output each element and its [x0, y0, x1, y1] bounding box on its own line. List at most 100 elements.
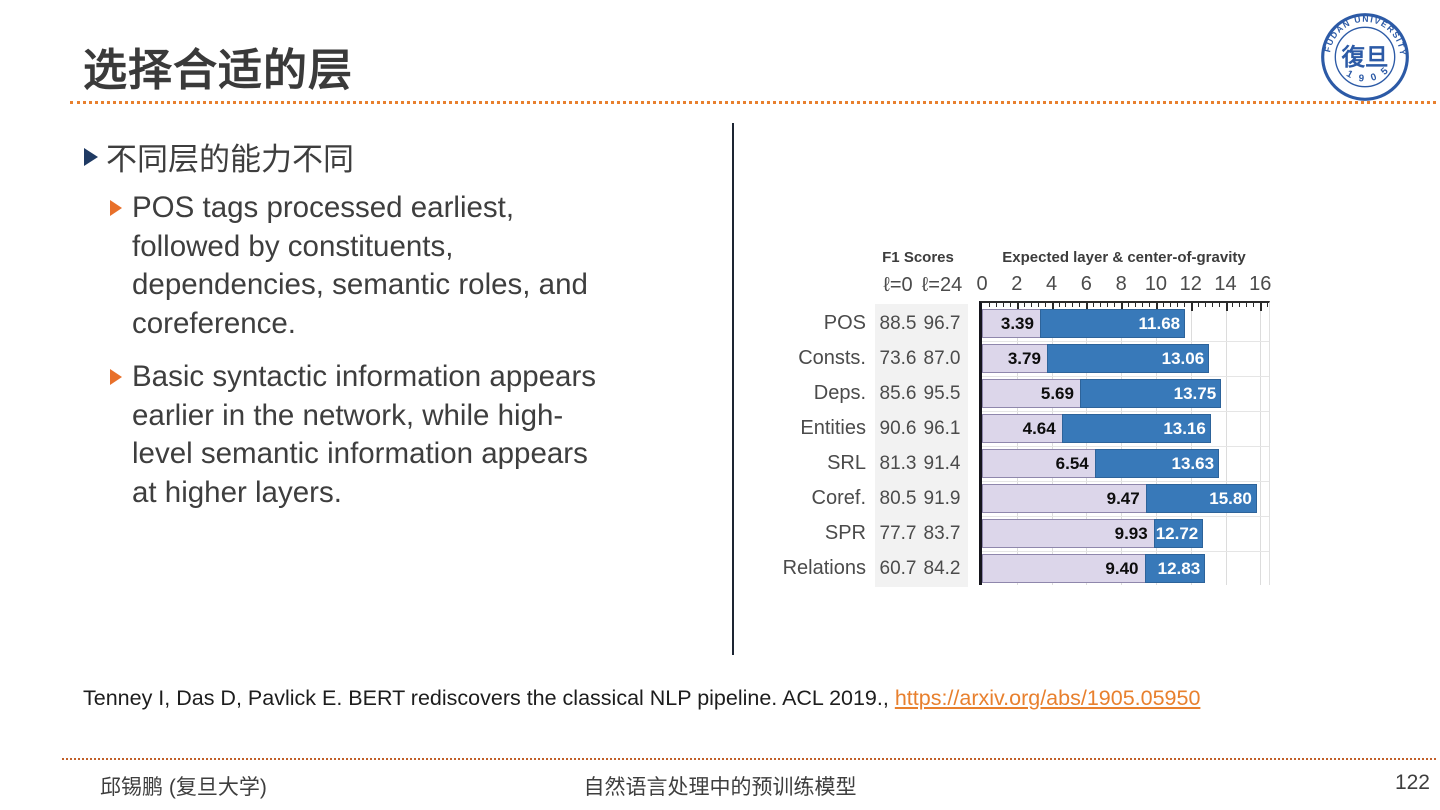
axis-tick [1267, 303, 1269, 307]
axis-tick [1079, 303, 1081, 307]
bullet-line: Basic syntactic information appears [132, 360, 597, 393]
axis-tick [1176, 303, 1178, 307]
level2-bullet-icon [110, 200, 122, 216]
column-header-l0: ℓ=0 [883, 274, 913, 296]
row-label-deps: Deps. [813, 382, 866, 404]
center-of-gravity-bar: 13.63 [1094, 449, 1220, 478]
x-tick-label: 8 [1115, 273, 1127, 295]
f1-score-l24: 83.7 [923, 523, 961, 544]
gridline-vertical [1086, 303, 1088, 585]
footer-course-title: 自然语言处理中的预训练模型 [583, 776, 857, 799]
axis-tick [1253, 303, 1255, 307]
expected-layer-bar: 9.40 [982, 554, 1146, 583]
axis-tick [1190, 303, 1193, 311]
center-of-gravity-bar: 12.83 [1144, 554, 1206, 583]
f1-score-l0: 85.6 [879, 383, 917, 404]
center-of-gravity-value: 13.06 [1161, 349, 1205, 368]
axis-tick [1183, 303, 1185, 307]
axis-tick [995, 303, 997, 307]
axis-tick [1016, 303, 1019, 311]
axis-tick [1065, 303, 1067, 307]
bullet-line: earlier in the network, while high- [132, 398, 564, 432]
f1-score-l0: 90.6 [879, 418, 917, 439]
gridline-vertical [1155, 303, 1157, 585]
bullet-item: POS tags processed earliest, followed by… [132, 189, 588, 343]
expected-layer-bar: 9.47 [982, 484, 1147, 513]
axis-tick [1121, 303, 1124, 311]
axis-tick [1155, 303, 1158, 311]
bert-pipeline-chart: F1 Scores Expected layer & center-of-gra… [778, 243, 1278, 595]
f1-score-l24: 87.0 [923, 348, 961, 369]
row-separator [982, 445, 1269, 447]
bar-plot-area: 3.39 11.68 3.79 13.06 5.69 13.75 4.64 13.16 6.54… [979, 301, 1270, 585]
expected-layer-value: 9.47 [1106, 489, 1140, 508]
row-label-spr: SPR [824, 522, 866, 544]
center-of-gravity-bar: 13.16 [1061, 414, 1211, 443]
row-separator [982, 340, 1269, 342]
fudan-university-logo: FUDAN UNIVERSITY 1 9 0 5 復旦 [1321, 13, 1409, 101]
axis-tick [988, 303, 990, 307]
center-of-gravity-bar: 13.75 [1079, 379, 1222, 408]
bullet-line: followed by constituents, [132, 229, 454, 263]
bullet-line: at higher layers. [132, 475, 342, 509]
axis-tick [1239, 303, 1241, 307]
f1-score-l0: 73.6 [879, 348, 917, 369]
footer-divider [62, 758, 1436, 760]
x-tick-label: 4 [1046, 273, 1058, 295]
axis-tick [1030, 303, 1032, 307]
f1-score-l24: 91.9 [923, 488, 961, 509]
axis-tick [1086, 303, 1089, 311]
row-label-coref: Coref. [811, 487, 866, 509]
x-tick-label: 10 [1144, 273, 1168, 295]
center-of-gravity-value: 11.68 [1138, 314, 1181, 333]
gridline-vertical [1190, 303, 1192, 585]
row-label-srl: SRL [827, 452, 866, 474]
axis-tick [1093, 303, 1095, 307]
citation-text: Tenney I, Das D, Pavlick E. BERT redisco… [83, 686, 895, 710]
axis-tick [1148, 303, 1150, 307]
bullet-item: Basic syntactic information appears earl… [132, 358, 596, 512]
center-of-gravity-value: 13.16 [1163, 419, 1206, 438]
level1-bullet-icon [84, 148, 98, 166]
arxiv-link[interactable]: https://arxiv.org/abs/1905.05950 [894, 686, 1201, 710]
f1-score-l24: 96.1 [923, 418, 961, 439]
expected-layer-value: 6.54 [1055, 454, 1089, 473]
slide-title: 选择合适的层 [83, 46, 353, 95]
bullet-line: POS tags processed earliest, [132, 191, 515, 224]
axis-tick [1051, 303, 1054, 311]
expected-layer-value: 5.69 [1040, 384, 1074, 403]
axis-tick [1225, 303, 1228, 311]
expected-layer-bar: 3.39 [982, 309, 1041, 338]
axis-tick [1218, 303, 1220, 307]
page-number: 122 [1394, 771, 1430, 794]
gridline-vertical [1225, 303, 1227, 585]
row-label-consts: Consts. [798, 347, 866, 369]
expected-layer-bar: 5.69 [982, 379, 1081, 408]
center-of-gravity-value: 13.63 [1171, 454, 1215, 473]
chart-title-f1-scores: F1 Scores [882, 249, 954, 266]
footer-author: 邱锡鹏 (复旦大学) [100, 776, 267, 799]
gridline-vertical [1260, 303, 1262, 585]
axis-tick [1246, 303, 1248, 307]
row-label-pos: POS [823, 312, 866, 334]
axis-tick [1169, 303, 1171, 307]
x-tick-label: 6 [1080, 273, 1092, 295]
center-of-gravity-value: 13.75 [1173, 384, 1217, 403]
axis-tick [1232, 303, 1234, 307]
f1-table-background [875, 304, 968, 587]
f1-score-l0: 60.7 [879, 558, 917, 579]
logo-seal-text: 復旦 [1341, 43, 1389, 70]
f1-score-l0: 77.7 [879, 523, 917, 544]
x-tick-label: 0 [976, 273, 988, 295]
center-of-gravity-value: 12.72 [1155, 524, 1199, 543]
f1-score-l24: 95.5 [923, 383, 961, 404]
f1-score-l0: 81.3 [879, 453, 917, 474]
row-label-entities: Entities [800, 417, 866, 439]
citation: Tenney I, Das D, Pavlick E. BERT redisco… [83, 686, 1200, 711]
axis-tick [1037, 303, 1039, 307]
axis-tick [1204, 303, 1206, 307]
center-of-gravity-value: 12.83 [1157, 559, 1201, 578]
bullet-line: dependencies, semantic roles, and [132, 268, 588, 302]
row-separator [982, 375, 1269, 377]
